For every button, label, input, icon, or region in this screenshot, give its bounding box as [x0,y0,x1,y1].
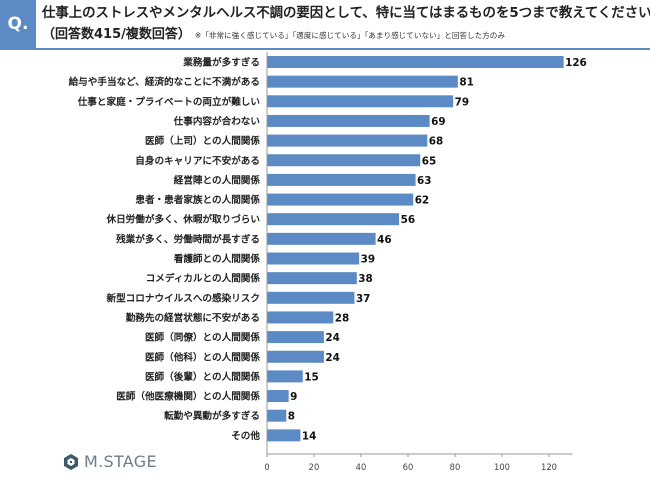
bar [267,134,428,147]
question-note: ※「非常に強く感じている」「適度に感じている」「あまり感じていない」と回答した方… [194,31,505,40]
title-block: 仕事上のストレスやメンタルヘルス不調の要因として、特に当てはまるものを5つまで教… [42,4,650,45]
bar [267,291,355,304]
question-badge: Q. [0,0,36,48]
data-label: 8 [288,411,295,423]
x-tick-label: 40 [356,462,367,472]
category-label: 仕事内容が合わない [173,115,261,127]
bar [267,252,360,265]
category-label: 給与や手当など、経済的なことに不満がある [69,76,260,88]
category-label: 患者・患者家族との人間関係 [135,194,260,206]
data-label: 9 [290,391,297,403]
category-label: 仕事と家庭・プライベートの両立が難しい [77,96,261,108]
x-tick-label: 120 [541,462,557,472]
brand-logo: M.STAGE [62,452,157,471]
bar [267,173,416,186]
bar [267,154,421,167]
data-label: 63 [417,175,431,187]
subtitle-line: （回答数415/複数回答） ※「非常に強く感じている」「適度に感じている」「あまり… [42,23,646,45]
category-label: 勤務先の経営状態に不安がある [126,312,260,324]
data-label: 56 [401,214,415,226]
data-label: 39 [361,254,375,266]
category-label: 休日労働が多く、休暇が取りづらい [106,214,261,226]
data-label: 14 [302,430,316,442]
x-tick-label: 100 [494,462,510,472]
data-label: 28 [335,312,349,324]
bar-chart: 業務量が多すぎる 126 給与や手当など、経済的なことに不満がある 81 仕事と家庭・プ… [69,52,587,472]
category-label: 業務量が多すぎる [182,57,260,69]
x-tick-label: 60 [403,462,414,472]
bar [267,350,324,363]
category-label: 自身のキャリアに不安がある [135,155,260,167]
data-label: 81 [459,77,473,89]
data-label: 62 [415,195,429,207]
bar [267,272,357,285]
data-label: 126 [565,57,587,69]
bar [267,75,458,88]
data-label: 68 [429,136,443,148]
bar [267,331,324,344]
x-tick-label: 20 [309,462,320,472]
bar [267,114,430,127]
bar [267,311,334,324]
question-subtitle: （回答数415/複数回答） [42,27,191,42]
category-label: 医師（同僚）との人間関係 [145,332,260,344]
category-label: 医師（後輩）との人間関係 [145,371,260,383]
data-label: 24 [325,332,339,344]
data-label: 15 [304,371,318,383]
category-label: 医師（上司）との人間関係 [145,135,260,147]
data-label: 38 [358,273,372,285]
x-tick-label: 80 [450,462,461,472]
question-title: 仕事上のストレスやメンタルヘルス不調の要因として、特に当てはまるものを5つまで教… [42,6,650,21]
bar [267,213,400,226]
category-label: 医師（他科）との人間関係 [145,351,260,363]
x-tick-label: 0 [264,462,269,472]
category-label: 経営陣との人間関係 [174,174,261,186]
bar [267,193,414,206]
bar [267,56,564,68]
category-label: その他 [231,430,260,442]
category-label: 残業が多く、労働時間が長すぎる [116,233,260,245]
header-rule [0,48,650,50]
bar [267,429,301,442]
bar [267,390,289,403]
category-label: 医師（他医療機関）との人間関係 [116,391,260,403]
data-label: 24 [325,352,339,364]
bar [267,95,454,108]
category-label: 転勤や異動が多すぎる [164,410,260,422]
bar [267,409,287,422]
bar [267,370,303,383]
data-label: 79 [455,96,469,108]
data-label: 37 [356,293,370,305]
data-label: 65 [422,155,436,167]
logo-mark-icon [64,453,78,470]
logo-text: M.STAGE [84,452,157,471]
category-label: コメディカルとの人間関係 [146,273,261,285]
category-label: 新型コロナウイルスへの感染リスク [107,292,261,304]
bar [267,232,376,245]
data-label: 46 [377,234,391,246]
data-label: 69 [431,116,445,128]
category-label: 看護師との人間関係 [174,253,261,265]
